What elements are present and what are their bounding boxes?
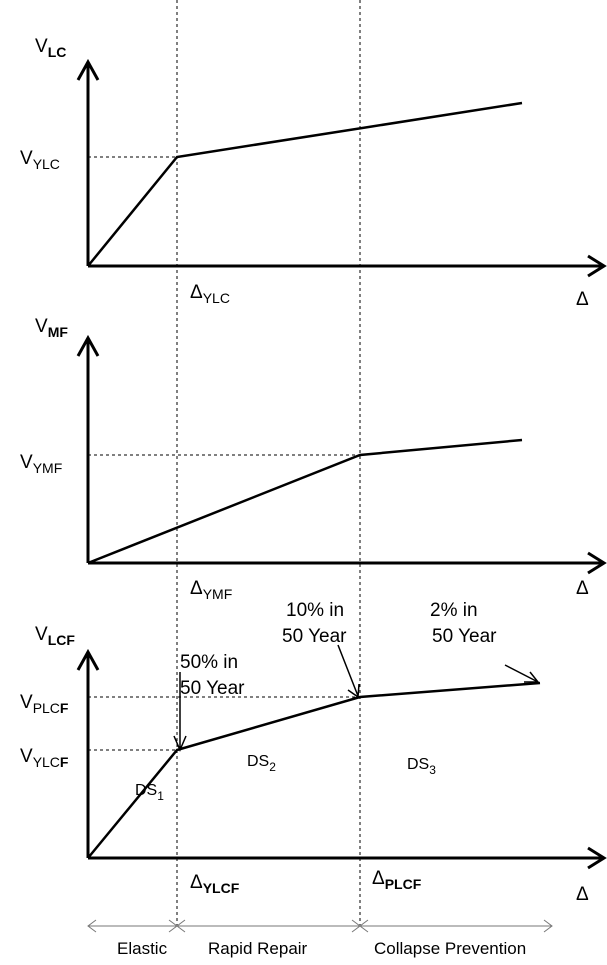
label-part: V <box>35 316 48 337</box>
yield-label: VYMF <box>20 452 62 476</box>
axes <box>76 58 607 870</box>
annotation: 50% in <box>180 652 238 673</box>
label-part: YMF <box>203 586 233 602</box>
label-part: 1 <box>157 789 164 803</box>
performance-level: Collapse Prevention <box>374 939 526 958</box>
label-part: F <box>60 754 69 770</box>
curve <box>87 681 541 859</box>
annotation: 2% in <box>430 600 478 621</box>
label-part: YLC <box>33 156 60 172</box>
annotation: 50 Year <box>282 626 347 647</box>
label-part: YLCF <box>203 880 240 896</box>
label-part: YLC <box>203 290 230 306</box>
label-part: V <box>20 746 33 767</box>
annotation: 10% in <box>286 600 344 621</box>
arrow <box>173 672 187 752</box>
label-part: PLC <box>33 700 60 716</box>
label-part: F <box>60 700 69 716</box>
label-part: Δ <box>372 868 385 889</box>
x-tick-label: ΔYMF <box>190 578 232 602</box>
label-part: MF <box>48 324 69 340</box>
annotation: 50 Year <box>180 678 245 699</box>
y-axis-label: VLCF <box>35 624 75 648</box>
curve <box>87 438 523 565</box>
label-part: V <box>35 624 48 645</box>
label-part: V <box>35 36 48 57</box>
label-part: V <box>20 452 33 473</box>
x-axis-label: Δ <box>576 289 589 310</box>
label-part: YLC <box>33 754 60 770</box>
y-axis-label: VLC <box>35 36 66 60</box>
performance-level: Elastic <box>117 939 168 958</box>
label-part: LCF <box>48 632 76 648</box>
x-axis-label: Δ <box>576 884 589 905</box>
y-axis-label: VMF <box>35 316 68 340</box>
performance-level: Rapid Repair <box>208 939 308 958</box>
damage-state: DS2 <box>247 753 276 774</box>
label-part: YMF <box>33 460 63 476</box>
label-part: DS <box>247 753 269 770</box>
label-part: LC <box>48 44 67 60</box>
label-part: Δ <box>190 578 203 599</box>
yield-label: VYLC <box>20 148 60 172</box>
arrow <box>504 664 540 683</box>
label-part: PLCF <box>385 876 422 892</box>
label-part: DS <box>407 756 429 773</box>
curve <box>87 101 523 267</box>
arrow <box>337 644 360 699</box>
label-part: 2 <box>269 760 276 774</box>
damage-state: DS1 <box>135 782 164 803</box>
annotation: 50 Year <box>432 626 497 647</box>
label-part: 3 <box>429 763 436 777</box>
label-part: V <box>20 692 33 713</box>
yield-label: VYLCF <box>20 746 69 770</box>
x-tick-label: ΔYLCF <box>190 872 240 896</box>
x-tick-label: ΔPLCF <box>372 868 422 892</box>
plastic-label: VPLCF <box>20 692 69 716</box>
x-axis-label: Δ <box>576 578 589 599</box>
label-part: Δ <box>190 282 203 303</box>
damage-state: DS3 <box>407 756 436 777</box>
label-part: V <box>20 148 33 169</box>
label-part: Δ <box>190 872 203 893</box>
range-arrows <box>87 919 553 933</box>
label-part: DS <box>135 782 157 799</box>
x-tick-label: ΔYLC <box>190 282 230 306</box>
